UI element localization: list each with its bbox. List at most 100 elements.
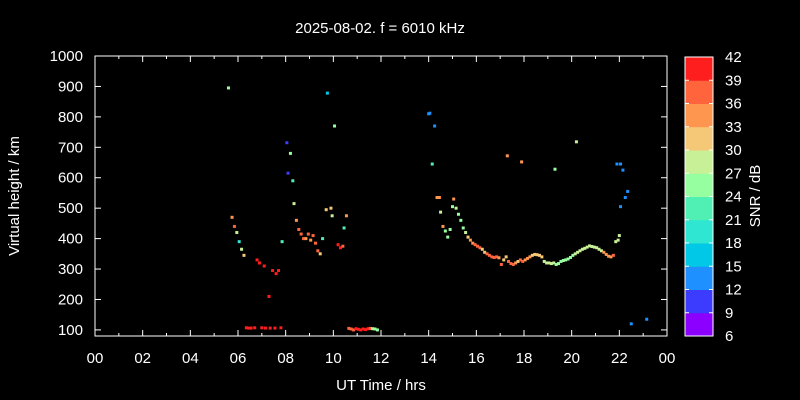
data-point — [286, 171, 290, 175]
data-point — [292, 202, 296, 206]
scatter-points — [226, 86, 649, 332]
data-point — [604, 252, 608, 256]
x-tick-label: 04 — [182, 350, 199, 367]
data-point — [316, 249, 320, 253]
data-point — [583, 246, 587, 250]
x-tick-label: 12 — [373, 350, 390, 367]
data-point — [344, 214, 348, 218]
data-point — [592, 245, 596, 249]
y-tick-label: 200 — [58, 291, 83, 308]
data-point — [336, 243, 340, 247]
data-point — [573, 252, 577, 256]
data-point — [599, 249, 603, 253]
data-point — [511, 262, 515, 266]
data-point — [249, 326, 253, 330]
data-point — [566, 257, 570, 261]
data-point — [349, 327, 353, 331]
data-point — [509, 262, 513, 266]
data-point — [619, 205, 623, 209]
data-point — [448, 227, 452, 231]
data-point — [590, 245, 594, 249]
y-tick-label: 600 — [58, 170, 83, 187]
data-point — [373, 327, 377, 331]
data-point — [614, 240, 618, 244]
x-tick-label: 00 — [659, 350, 676, 367]
data-point — [354, 327, 358, 331]
data-point — [330, 214, 334, 218]
data-point — [285, 141, 289, 145]
data-point — [311, 234, 315, 238]
data-point — [502, 258, 506, 262]
data-point — [309, 238, 313, 242]
data-point — [580, 247, 584, 251]
data-point — [495, 255, 499, 259]
data-point — [561, 259, 565, 263]
data-point — [516, 259, 520, 263]
data-point — [242, 253, 246, 257]
data-point — [437, 196, 441, 200]
data-point — [576, 250, 580, 254]
data-point — [552, 261, 556, 265]
colorbar-tick-label: 39 — [725, 72, 742, 89]
data-point — [338, 246, 342, 250]
colorbar-segment — [685, 243, 713, 267]
data-point — [578, 249, 582, 253]
data-point — [623, 196, 627, 200]
data-point — [329, 206, 333, 210]
data-point — [621, 168, 625, 172]
x-tick-label: 22 — [611, 350, 628, 367]
data-point — [274, 272, 278, 276]
colorbar-tick-label: 36 — [725, 96, 742, 113]
data-point — [268, 326, 272, 330]
data-point — [263, 326, 267, 330]
data-point — [439, 210, 443, 214]
data-point — [585, 245, 589, 249]
colorbar-segment — [685, 219, 713, 244]
data-point — [226, 86, 230, 90]
data-point — [490, 255, 494, 259]
data-point — [299, 232, 303, 236]
x-tick-label: 18 — [516, 350, 533, 367]
data-point — [617, 234, 621, 238]
data-point — [273, 326, 277, 330]
data-point — [549, 262, 553, 266]
data-point — [571, 253, 575, 257]
data-point — [428, 111, 432, 115]
data-point — [232, 224, 236, 228]
data-point — [347, 326, 351, 330]
data-point — [359, 328, 363, 332]
data-point — [473, 243, 477, 247]
data-point — [478, 246, 482, 250]
data-point — [480, 247, 484, 251]
data-point — [371, 327, 375, 331]
data-point — [564, 258, 568, 262]
x-tick-label: 08 — [277, 350, 294, 367]
data-point — [247, 326, 251, 330]
colorbar-tick-label: 24 — [725, 189, 742, 206]
data-point — [235, 231, 239, 235]
colorbar-label: SNR / dB — [747, 165, 764, 228]
data-point — [499, 262, 503, 266]
data-point — [554, 262, 558, 266]
y-tick-label: 100 — [58, 322, 83, 339]
colorbar-tick-label: 15 — [725, 258, 742, 275]
data-point — [291, 179, 295, 183]
x-tick-label: 20 — [563, 350, 580, 367]
x-tick-labels: 00 02 04 06 08 10 12 14 16 18 20 22 00 — [87, 350, 676, 367]
data-point — [615, 162, 619, 166]
data-point — [507, 259, 511, 263]
data-point — [304, 237, 308, 241]
data-point — [237, 240, 241, 244]
data-point — [464, 231, 468, 235]
colorbar-tick-label: 30 — [725, 142, 742, 159]
data-point — [297, 227, 301, 231]
data-point — [443, 229, 447, 233]
data-point — [574, 140, 578, 144]
data-point — [597, 247, 601, 251]
y-tick-label: 300 — [58, 261, 83, 278]
data-point — [542, 259, 546, 263]
data-point — [230, 215, 234, 219]
data-point — [504, 255, 508, 259]
data-point — [528, 255, 532, 259]
